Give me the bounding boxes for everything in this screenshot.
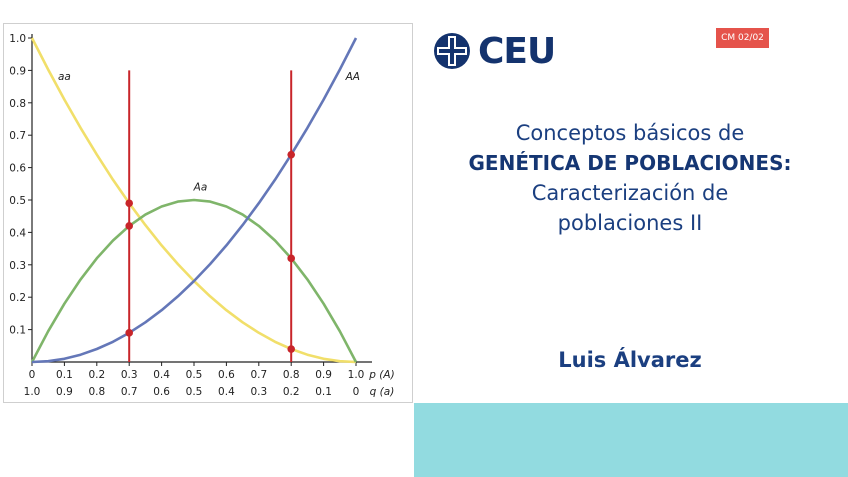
intersection-point (287, 254, 296, 263)
intersection-point (125, 222, 133, 230)
x-tick-label-p: 0 (29, 369, 36, 381)
x-tick-label-q: 0.6 (153, 386, 170, 398)
x-tick-label-p: 0.6 (218, 369, 235, 381)
intersection-point (287, 345, 296, 353)
title-line-1: Conceptos básicos de (515, 121, 745, 145)
x-tick-label-q: 0.9 (56, 386, 73, 398)
x-tick-label-q: 1.0 (24, 386, 41, 398)
x-tick-label-q: 0.2 (283, 386, 300, 398)
y-tick-label: 0.5 (9, 195, 26, 207)
y-tick-label: 0.8 (9, 98, 26, 110)
x-axis-label-q: q (a) (370, 386, 395, 398)
title-line-4: poblaciones II (557, 211, 703, 235)
x-tick-label-p: 0.5 (186, 369, 203, 381)
y-tick-label: 0.6 (9, 163, 26, 175)
x-tick-label-p: 0.1 (56, 369, 73, 381)
x-tick-label-p: 0.4 (153, 369, 170, 381)
x-tick-label-q: 0.4 (218, 386, 235, 398)
x-tick-label-q: 0.5 (186, 386, 203, 398)
y-tick-label: 0.3 (9, 260, 26, 272)
x-tick-label-q: 0.1 (315, 386, 332, 398)
y-tick-label: 0.2 (9, 292, 26, 304)
decorative-band (414, 403, 848, 477)
x-tick-label-p: 0.3 (121, 369, 138, 381)
logo-text: CEU (478, 30, 556, 72)
author-name: Luis Álvarez (558, 348, 702, 372)
intersection-point (125, 199, 133, 208)
title-line-2: GENÉTICA DE POBLACIONES: (468, 151, 792, 175)
intersection-point (125, 329, 133, 337)
curve-label-Aa: Aa (193, 181, 208, 193)
x-tick-label-p: 0.2 (88, 369, 105, 381)
x-axis-label-p: p (A) (368, 369, 394, 381)
x-tick-label-p: 0.7 (250, 369, 267, 381)
x-tick-label-q: 0 (353, 386, 360, 398)
slide-title: Conceptos básicos de GENÉTICA DE POBLACI… (440, 118, 820, 238)
series-line-AA (31, 37, 358, 364)
x-tick-label-p: 1.0 (348, 369, 365, 381)
curve-label-aa: aa (58, 71, 71, 83)
x-tick-label-q: 0.7 (121, 386, 138, 398)
y-tick-label: 0.7 (9, 130, 26, 142)
series-line-Aa (30, 198, 358, 363)
title-line-3: Caracterización de (531, 181, 729, 205)
x-tick-label-p: 0.8 (283, 369, 300, 381)
x-tick-label-p: 0.9 (315, 369, 332, 381)
curve-label-AA: AA (345, 71, 360, 83)
ceu-logo: CEU (432, 30, 556, 72)
x-tick-label-q: 0.8 (88, 386, 105, 398)
y-tick-label: 0.1 (9, 325, 26, 337)
intersection-point (287, 150, 296, 159)
chart-svg: 1.0 0.9 0.8 0.7 0.6 0.5 0.4 0.3 0.2 0.1 0 1.0 0.1 0.9… (9, 33, 395, 398)
ceu-cross-icon (434, 33, 470, 69)
y-tick-label: 0.4 (9, 227, 26, 239)
y-tick-label: 0.9 (9, 65, 26, 77)
slide-code-badge: CM 02/02 (716, 28, 769, 48)
y-tick-label: 1.0 (9, 33, 26, 45)
genotype-frequency-chart: 1.0 0.9 0.8 0.7 0.6 0.5 0.4 0.3 0.2 0.1 0 1.0 0.1 0.9… (3, 23, 413, 403)
x-tick-label-q: 0.3 (250, 386, 267, 398)
